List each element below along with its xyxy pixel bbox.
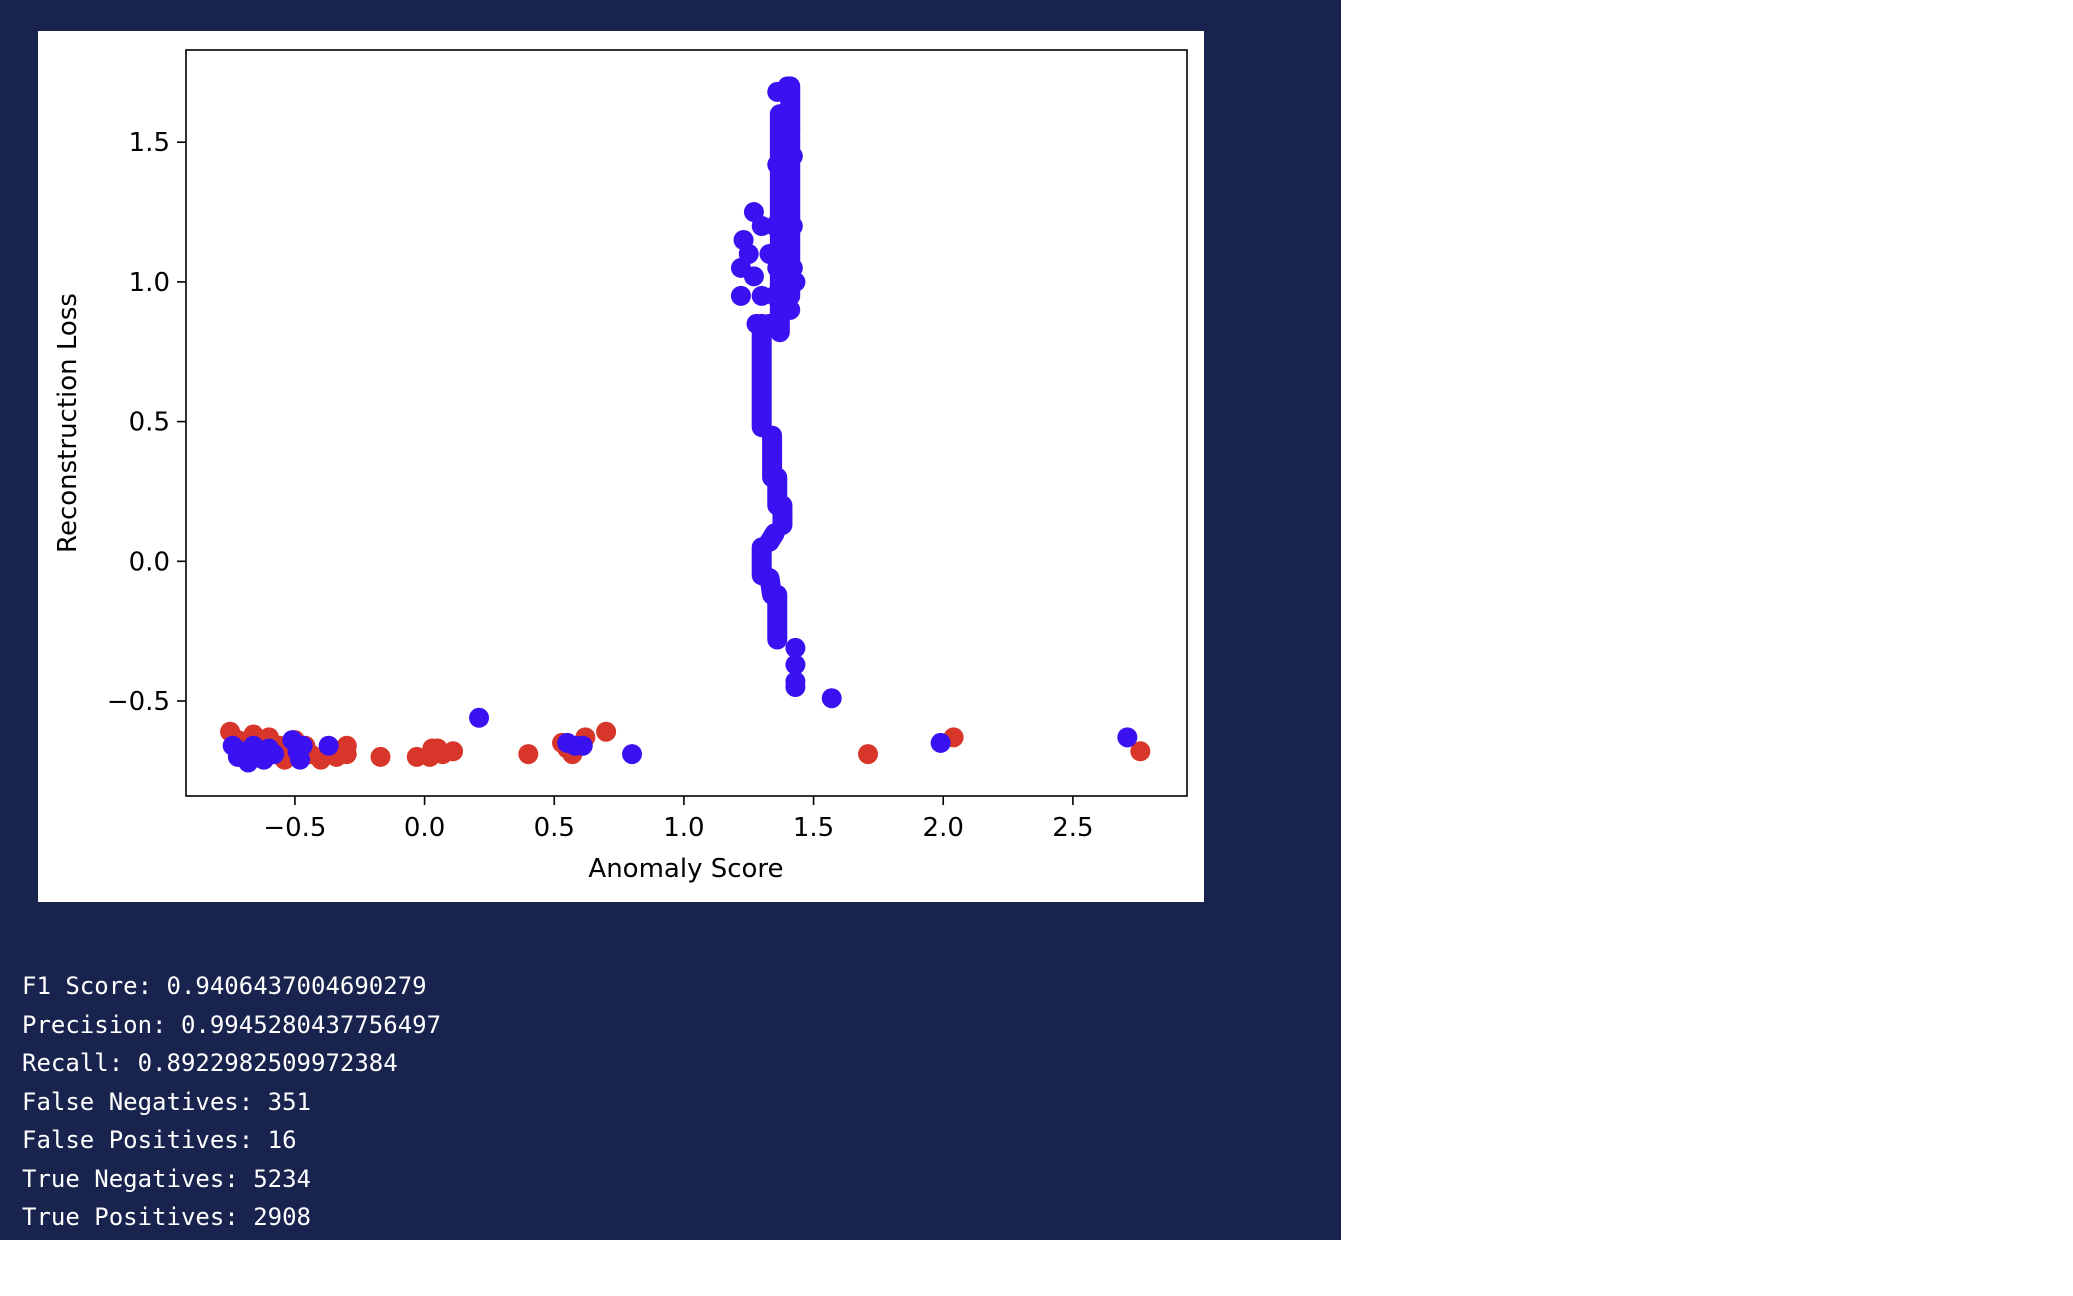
series-0-point-29 [518,744,539,765]
metric-f1-score: F1 Score: 0.9406437004690279 [22,972,427,1000]
x-tick-label-6: 2.5 [1052,813,1093,843]
x-tick-label-1: 0.0 [404,813,445,843]
series-1-point-18 [622,744,643,765]
series-1-point-57 [775,137,796,158]
series-1-point-44 [780,299,801,320]
series-1-point-8 [264,744,285,765]
series-1-point-23 [785,654,806,675]
y-axis-ticks: −0.5 0.0 0.5 1.0 1.5 [107,128,186,717]
series-1-dense-segment-4 [759,523,785,552]
series-1-point-39 [767,257,788,278]
series-1-point-45 [782,216,803,237]
plot-marks [220,76,1151,773]
series-1-point-21 [1117,727,1138,748]
series-1-point-31 [743,266,764,287]
metric-false-negatives: False Negatives: 351 [22,1087,311,1116]
x-tick-label-2: 0.5 [534,813,575,843]
series-1-point-20 [930,732,951,753]
series-0-point-28 [443,741,464,762]
metric-true-positives: True Positives: 2908 [22,1203,311,1231]
scatter-chart: −0.5 0.0 0.5 1.0 1.5 2.0 2.5 −0.50.00.51.01.5 … [53,49,1188,884]
series-1-point-13 [318,735,339,756]
series-1-point-14 [469,707,490,728]
series-0-point-34 [596,721,617,742]
series-1-point-51 [780,118,801,139]
x-tick-label-5: 2.0 [923,813,964,843]
x-tick-label-4: 1.5 [793,813,834,843]
output-cell: −0.5 0.0 0.5 1.0 1.5 2.0 2.5 −0.5 0.0 0.5 1.0 1.5 … [0,0,1341,1240]
series-1-point-36 [759,313,780,334]
series-1-point-53 [767,154,788,175]
metric-false-positives: False Positives: 16 [22,1126,297,1154]
plot-frame [185,49,1188,797]
series-1-point-25 [785,677,806,698]
series-1-point-29 [738,243,759,264]
x-axis-label: Anomaly Score [588,854,783,884]
series-1-point-17 [572,735,593,756]
metric-recall: Recall: 0.8922982509972384 [22,1049,398,1077]
series-1-point-19 [821,688,842,709]
series-1-point-12 [292,735,313,756]
series-1-point-22 [785,637,806,658]
x-axis-ticks: −0.5 0.0 0.5 1.0 1.5 2.0 2.5 [263,796,1094,843]
series-0-point-35 [858,744,879,765]
metric-precision: Precision: 0.9945280437756497 [22,1010,442,1039]
scatter-figure: −0.5 0.0 0.5 1.0 1.5 2.0 2.5 −0.5 0.0 0.5 1.0 1.5 … [38,31,1204,902]
series-0-point-22 [370,746,391,767]
metrics-output: F1 Score: 0.9406437004690279 Precision: … [22,967,441,1237]
series-1-point-55 [777,188,798,209]
series-1-point-47 [785,271,806,292]
x-tick-label-3: 1.0 [663,813,704,843]
x-tick-label-0: −0.5 [263,813,326,843]
series-1-point-56 [769,104,790,125]
series-1-point-41 [772,229,793,250]
y-tick-label-0: −0.5 [107,687,170,717]
metric-true-negatives: True Negatives: 5234 [22,1164,311,1193]
y-tick-label-1: 0.0 [129,547,170,577]
series-1-point-28 [730,285,751,306]
y-tick-label-3: 1.0 [129,268,170,298]
series-0-point-21 [336,735,357,756]
y-tick-label-2: 0.5 [129,408,170,438]
series-1-point-50 [777,76,798,97]
y-tick-label-4: 1.5 [129,128,170,158]
series-0-point-37 [1130,741,1151,762]
y-axis-label: Reconstruction Loss [53,293,83,553]
